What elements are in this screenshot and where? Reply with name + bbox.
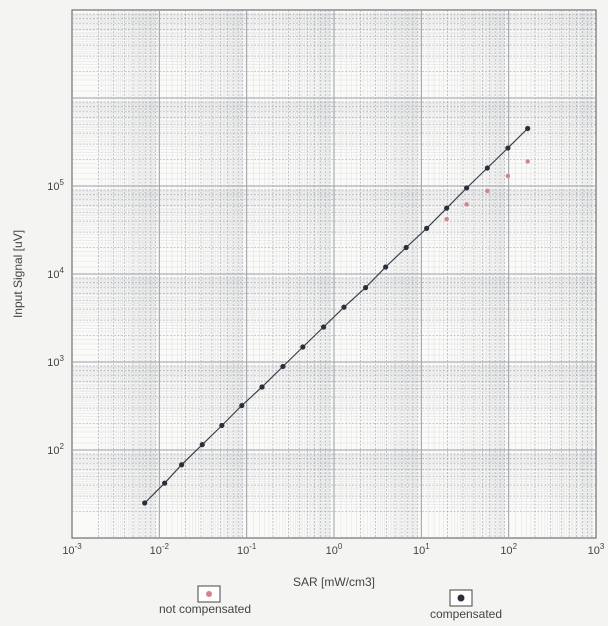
data-point-compensated [464, 185, 470, 191]
tick-labels: 10-3 10-2 10-1 100 101 102 103 102 103 104 105 [47, 178, 605, 557]
legend-label-not-compensated: not compensated [159, 602, 251, 616]
y-axis-label: Input Signal [uV] [11, 230, 25, 318]
data-point-compensated [219, 422, 225, 429]
data-point-compensated [259, 384, 265, 390]
data-point-compensated [300, 344, 306, 350]
y-tick-label: 102 [47, 442, 64, 457]
x-tick-label: 102 [500, 542, 517, 557]
legend: not compensated compensated [159, 585, 502, 621]
data-point-not-compensated [444, 216, 449, 222]
data-point-compensated [362, 285, 369, 291]
data-point-not-compensated [485, 188, 490, 194]
data-point-compensated [341, 304, 347, 310]
y-tick-label: 104 [47, 266, 64, 281]
data-point-compensated [179, 462, 185, 468]
series-lines [144, 128, 529, 504]
x-tick-label: 10-2 [150, 542, 170, 557]
series-line-compensated [144, 128, 529, 504]
x-tick-label: 10-1 [237, 542, 257, 557]
x-tick-label: 101 [413, 542, 430, 557]
data-point-compensated [142, 500, 148, 506]
legend-label-compensated: compensated [430, 607, 502, 621]
data-point-not-compensated [464, 202, 469, 207]
data-point-compensated [162, 480, 168, 486]
data-point-compensated [484, 165, 490, 171]
legend-item-not-compensated: not compensated [159, 585, 251, 616]
data-points [142, 125, 531, 506]
x-axis-label: SAR [mW/cm3] [293, 575, 375, 589]
data-point-compensated [525, 125, 531, 132]
grid [72, 10, 596, 538]
data-point-compensated [444, 205, 450, 211]
legend-marker-compensated [457, 594, 465, 602]
data-point-compensated [280, 363, 286, 370]
x-tick-label: 100 [326, 542, 343, 557]
y-tick-label: 105 [47, 178, 64, 193]
legend-marker-not-compensated [206, 591, 212, 597]
data-point-compensated [424, 225, 430, 231]
data-point-compensated [239, 402, 245, 409]
data-point-compensated [320, 324, 327, 330]
data-point-compensated [383, 264, 389, 270]
x-tick-label: 10-3 [62, 542, 82, 557]
data-point-not-compensated [505, 173, 511, 179]
y-tick-label: 103 [47, 354, 64, 369]
legend-item-compensated: compensated [430, 589, 502, 621]
data-point-compensated [199, 442, 205, 448]
data-point-compensated [403, 244, 409, 251]
x-tick-label: 103 [588, 542, 605, 557]
data-point-not-compensated [525, 159, 530, 164]
data-point-compensated [505, 145, 511, 151]
